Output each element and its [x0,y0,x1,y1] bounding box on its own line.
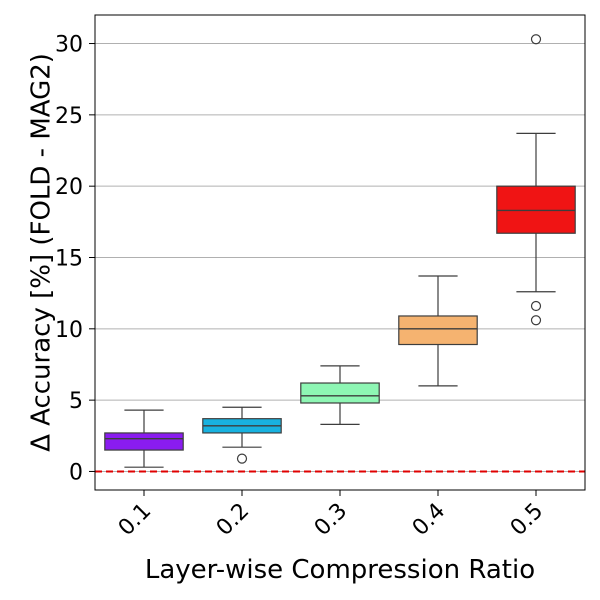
x-tick-label-0.5: 0.5 [506,499,548,541]
outlier-point [236,453,248,464]
box-0.4 [398,275,478,387]
box-0.1 [104,409,184,468]
y-axis-label: Δ Accuracy [%] (FOLD - MAG2) [27,53,57,452]
x-tick-label-0.4: 0.4 [408,499,450,541]
box-0.2 [202,406,282,464]
outlier-point [530,315,542,326]
box-iqr [496,185,576,234]
x-tick-label-0.2: 0.2 [212,499,254,541]
x-axis: 0.1 0.2 0.3 0.4 0.5 [114,490,548,541]
x-tick-label-0.3: 0.3 [310,499,352,541]
box-plot-series [104,34,576,468]
y-tick-label-30: 30 [55,33,83,58]
box-0.5 [496,34,576,326]
x-axis-label: Layer-wise Compression Ratio [145,555,535,585]
box-iqr [398,315,478,346]
box-0.3 [300,365,380,425]
y-tick-label-5: 5 [69,389,83,414]
y-tick-label-10: 10 [55,318,83,343]
y-tick-label-25: 25 [55,104,83,129]
box-iqr [104,432,184,451]
y-tick-label-0: 0 [69,460,83,485]
outlier-point [530,300,542,312]
y-axis: 0 5 10 15 20 25 30 [55,33,95,485]
y-tick-label-15: 15 [55,246,83,271]
grid-lines [95,43,585,472]
x-tick-label-0.1: 0.1 [114,499,156,541]
y-tick-label-20: 20 [55,175,83,200]
box-iqr [300,382,380,404]
outlier-point [530,34,542,45]
